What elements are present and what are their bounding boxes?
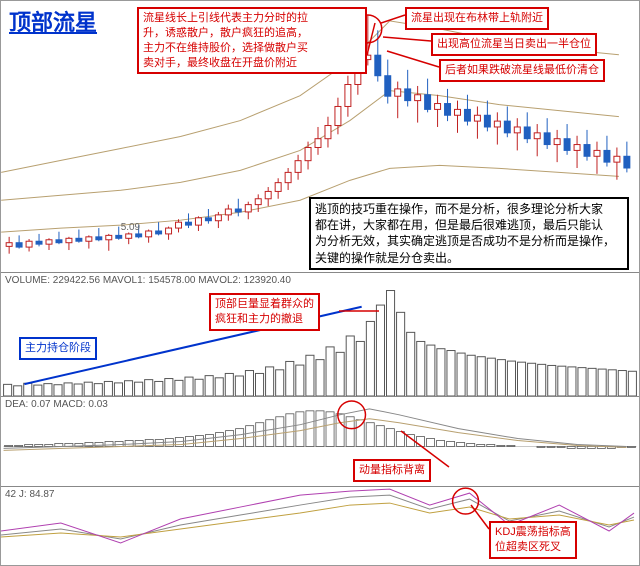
volume-svg: [1, 273, 639, 396]
annotation-bollinger-upper: 流星出现在布林带上轨附近: [405, 7, 549, 30]
chart-title: 顶部流星: [7, 5, 99, 37]
macd-panel: DEA: 0.07 MACD: 0.03: [1, 397, 639, 487]
annotation-momentum-diverge: 动量指标背离: [353, 459, 431, 482]
annotation-accumulation: 主力持仓阶段: [19, 337, 97, 360]
macd-svg: [1, 397, 639, 486]
svg-text:5.09: 5.09: [121, 222, 141, 233]
macd-label: DEA: 0.07 MACD: 0.03: [5, 399, 108, 410]
volume-label: VOLUME: 229422.56 MAVOL1: 154578.00 MAVO…: [5, 275, 291, 286]
annotation-shooting-star-desc: 流星线长上引线代表主力分时的拉 升，诱惑散户，散户疯狂的追高， 主力不在维持股价…: [137, 7, 367, 74]
annotation-kdj-deadcross: KDJ震荡指标高 位超卖区死叉: [489, 521, 577, 559]
annotation-sell-half: 出现高位流星当日卖出一半仓位: [431, 33, 597, 56]
annotation-strategy-note: 逃顶的技巧重在操作，而不是分析，很多理论分析大家 都在讲，大家都在用，但是最后很…: [309, 197, 629, 270]
annotation-huge-volume: 顶部巨量显着群众的 疯狂和主力的撤退: [209, 293, 320, 331]
annotation-sell-all: 后者如果跌破流星线最低价清仓: [439, 59, 605, 82]
kdj-label: 42 J: 84.87: [5, 489, 54, 500]
volume-panel: VOLUME: 229422.56 MAVOL1: 154578.00 MAVO…: [1, 273, 639, 397]
stock-chart: 5.09 顶部流星 VOLUME: 229422.56 MAVOL1: 1545…: [0, 0, 640, 566]
